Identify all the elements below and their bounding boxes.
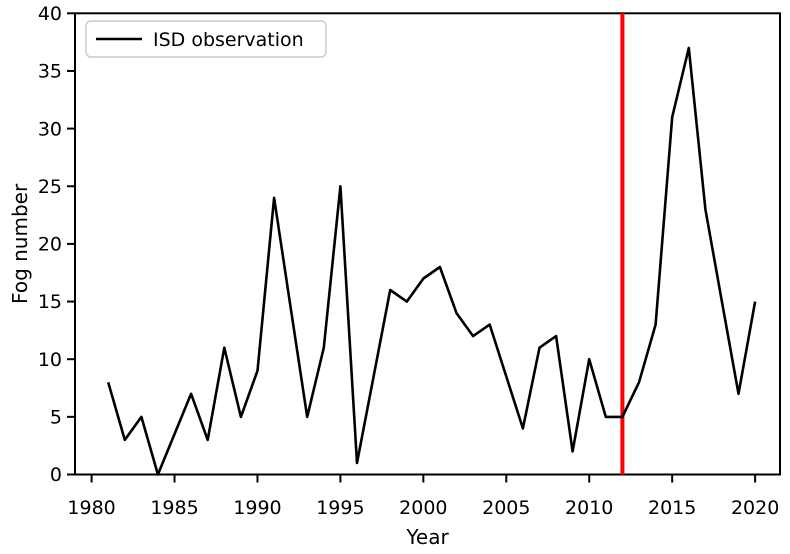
x-tick-label: 1985: [150, 497, 198, 519]
x-axis-ticks: 1980 1985 1990 1995 2000 2005 2010 2015 2020: [67, 474, 779, 519]
y-tick-label: 0: [50, 464, 62, 486]
x-axis-label: Year: [405, 525, 449, 549]
y-tick-label: 10: [38, 349, 62, 371]
x-tick-label: 1980: [67, 497, 115, 519]
y-tick-label: 35: [38, 61, 62, 83]
y-tick-label: 20: [38, 234, 62, 256]
y-tick-label: 40: [38, 3, 62, 25]
x-tick-label: 2010: [565, 497, 613, 519]
x-tick-label: 2020: [731, 497, 779, 519]
y-tick-label: 5: [50, 407, 62, 429]
x-tick-label: 1995: [316, 497, 364, 519]
y-tick-label: 15: [38, 291, 62, 313]
x-tick-label: 2015: [648, 497, 696, 519]
plot-area-border: [74, 12, 781, 476]
x-tick-label: 2005: [482, 497, 530, 519]
data-line-isd-observation: [106, 46, 757, 476]
y-tick-label: 30: [38, 118, 62, 140]
legend-box: [85, 20, 327, 58]
plot-items: [106, 13, 757, 476]
y-axis-ticks: 0 5 10 15 20 25 30 35 40: [38, 3, 75, 486]
y-axis-label: Fog number: [8, 183, 32, 304]
x-tick-label: 1990: [233, 497, 281, 519]
x-tick-label: 2000: [399, 497, 447, 519]
legend: ISD observation: [85, 20, 327, 58]
legend-label: ISD observation: [153, 29, 304, 51]
y-tick-label: 25: [38, 176, 62, 198]
